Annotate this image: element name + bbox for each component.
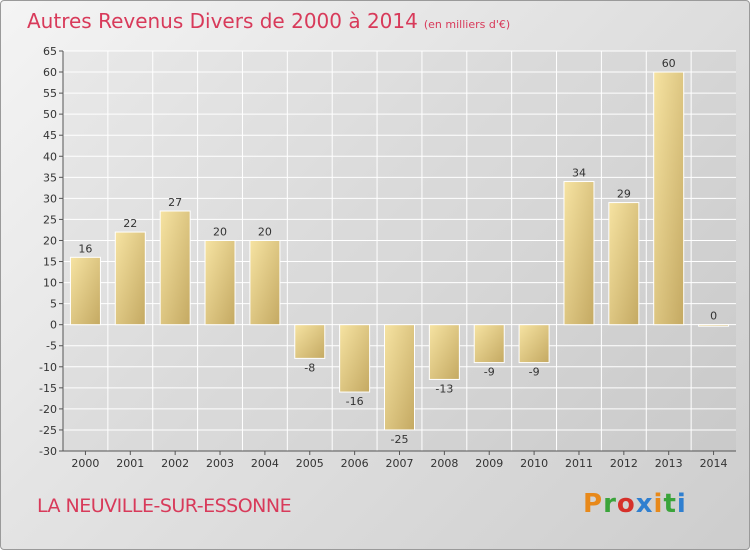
- bar: [653, 71, 685, 326]
- x-tick-label: 2014: [700, 457, 728, 470]
- y-tick-label: 20: [43, 234, 57, 247]
- bar: [608, 202, 640, 326]
- data-label: 20: [213, 225, 227, 238]
- data-label: -16: [346, 395, 364, 408]
- y-tick-label: 25: [43, 213, 57, 226]
- data-label: 27: [168, 196, 182, 209]
- data-label: 29: [617, 188, 631, 201]
- location-label: LA NEUVILLE-SUR-ESSONNE: [37, 495, 292, 517]
- brand-letter: o: [616, 489, 636, 519]
- data-label: -25: [391, 433, 409, 446]
- x-tick-label: 2004: [251, 457, 279, 470]
- y-tick-label: 60: [43, 66, 57, 79]
- title-text: Autres Revenus Divers de 2000 à 2014: [27, 9, 418, 33]
- brand-letter: t: [663, 489, 677, 519]
- data-label: 22: [123, 217, 137, 230]
- title-unit: (en milliers d'€): [423, 18, 511, 31]
- data-label: 0: [710, 310, 717, 323]
- bar: [294, 324, 326, 359]
- x-tick-label: 2003: [206, 457, 234, 470]
- y-tick-label: -15: [39, 382, 57, 395]
- y-tick-label: 0: [50, 319, 57, 332]
- y-tick-label: -20: [39, 403, 57, 416]
- x-tick-label: 2009: [475, 457, 503, 470]
- y-tick-label: -5: [46, 340, 57, 353]
- x-tick-label: 2006: [341, 457, 369, 470]
- bar: [339, 324, 371, 393]
- y-tick-label: -25: [39, 424, 57, 437]
- bar: [428, 324, 460, 380]
- y-tick-label: -10: [39, 361, 57, 374]
- y-tick-label: 45: [43, 129, 57, 142]
- bar: [473, 324, 505, 364]
- y-tick-label: 15: [43, 256, 57, 269]
- bar: [69, 256, 101, 326]
- y-tick-label: -30: [39, 445, 57, 458]
- x-tick-label: 2008: [430, 457, 458, 470]
- bar: [563, 181, 595, 326]
- x-tick-label: 2002: [161, 457, 189, 470]
- chart-title: Autres Revenus Divers de 2000 à 2014 (en …: [27, 9, 510, 33]
- bar: [384, 324, 415, 431]
- x-tick-label: 2001: [116, 457, 144, 470]
- brand-letter: i: [653, 489, 664, 519]
- y-tick-label: 40: [43, 150, 57, 163]
- y-tick-label: 50: [43, 108, 57, 121]
- bar: [159, 210, 191, 326]
- brand-letter: r: [603, 489, 617, 519]
- x-tick-label: 2012: [610, 457, 638, 470]
- brand-letter: P: [583, 489, 604, 519]
- brand-letter: i: [676, 489, 687, 519]
- x-tick-label: 2005: [296, 457, 324, 470]
- data-label: 20: [258, 225, 272, 238]
- bar: [518, 324, 550, 364]
- y-tick-label: 65: [43, 45, 57, 58]
- y-tick-label: 10: [43, 277, 57, 290]
- data-label: -9: [484, 366, 495, 379]
- data-label: 16: [78, 242, 92, 255]
- x-tick-label: 2010: [520, 457, 548, 470]
- data-label: 60: [662, 57, 676, 70]
- bar: [204, 239, 236, 326]
- y-tick-label: 5: [50, 298, 57, 311]
- data-label: 34: [572, 167, 586, 180]
- y-tick-label: 55: [43, 87, 57, 100]
- brand-letter: x: [635, 489, 654, 519]
- bar: [114, 231, 146, 326]
- data-label: -13: [435, 382, 453, 395]
- y-tick-label: 35: [43, 171, 57, 184]
- x-tick-label: 2013: [655, 457, 683, 470]
- x-tick-label: 2007: [386, 457, 414, 470]
- x-tick-label: 2000: [71, 457, 99, 470]
- data-label: -8: [304, 361, 315, 374]
- bar: [249, 239, 281, 326]
- y-tick-label: 30: [43, 192, 57, 205]
- x-tick-label: 2011: [565, 457, 593, 470]
- data-label: -9: [529, 366, 540, 379]
- brand-logo: Proxiti: [583, 489, 687, 519]
- bar: [698, 324, 730, 327]
